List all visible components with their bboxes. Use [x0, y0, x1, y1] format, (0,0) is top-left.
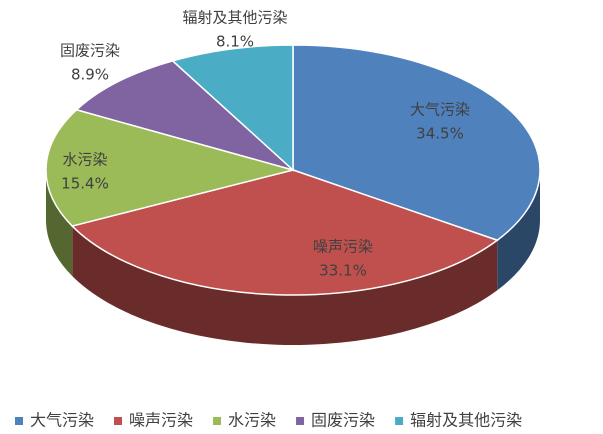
legend-swatch: [114, 417, 123, 425]
label-name: 噪声污染: [313, 238, 373, 256]
label-name: 固废污染: [60, 42, 120, 60]
legend: 大气污染 噪声污染 水污染 固废污染 辐射及其他污染: [15, 411, 522, 430]
legend-swatch: [15, 417, 23, 425]
slice: [75, 60, 294, 171]
label-value: 8.1%: [216, 33, 254, 51]
legend-swatch: [213, 417, 222, 425]
label-value: 34.5%: [416, 125, 464, 143]
slice: [292, 44, 541, 242]
slice-side: [497, 170, 540, 291]
pie-tops: [45, 44, 541, 296]
slice: [70, 169, 499, 296]
slice: [171, 44, 294, 172]
legend-label: 水污染: [228, 411, 276, 430]
legend-swatch: [395, 417, 404, 425]
legend-label: 固废污染: [311, 411, 375, 430]
legend-swatch: [296, 417, 305, 425]
legend-label: 噪声污染: [129, 411, 193, 430]
pie-sides: [46, 170, 540, 346]
slice-side: [72, 226, 498, 346]
legend-label: 大气污染: [30, 411, 94, 430]
legend-label: 辐射及其他污染: [410, 411, 522, 430]
label-name: 水污染: [62, 151, 107, 169]
data-labels: 大气污染 34.5% 噪声污染 33.1% 水污染 15.4% 固废污染 8.9% 辐射及其他污…: [60, 9, 470, 280]
label-value: 15.4%: [61, 175, 109, 193]
slice: [45, 108, 296, 227]
label-value: 8.9%: [71, 66, 109, 84]
label-value: 33.1%: [319, 262, 367, 280]
label-name: 辐射及其他污染: [182, 9, 287, 27]
label-name: 大气污染: [410, 101, 470, 119]
slice-side: [46, 170, 73, 277]
